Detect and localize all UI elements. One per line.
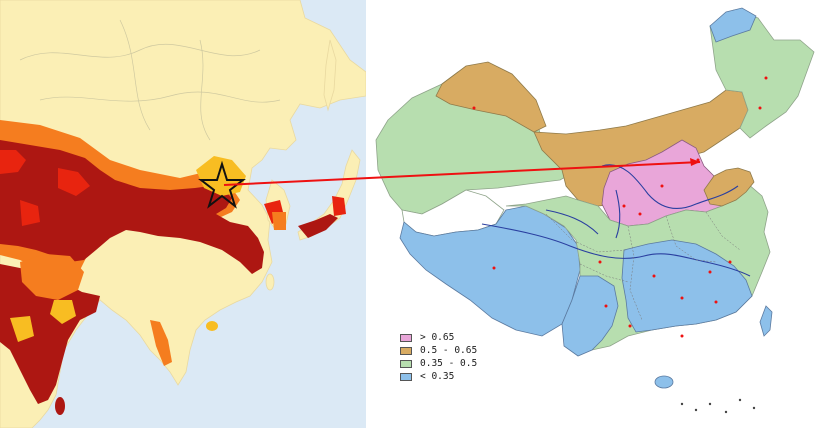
legend-item: > 0.65	[400, 331, 520, 344]
legend-swatch-orange	[400, 346, 412, 355]
legend-item: 0.5 - 0.65	[400, 344, 520, 357]
legend-label: > 0.65	[420, 332, 455, 343]
region-blue-southwest	[561, 275, 619, 357]
region-japan-dark-red	[298, 214, 338, 238]
hainan-island	[654, 375, 674, 389]
legend-swatch-pink	[400, 333, 412, 342]
region-korea-orange	[272, 212, 286, 230]
taiwan-island	[759, 305, 773, 337]
legend-label: 0.35 - 0.5	[420, 358, 478, 369]
region-blue-south	[621, 239, 753, 333]
region-india-amber-1	[50, 300, 76, 324]
sri-lanka	[55, 397, 65, 415]
taiwan-island	[265, 273, 275, 291]
region-japan-red	[332, 196, 346, 216]
province-borders	[545, 211, 741, 321]
map-legend: > 0.65 0.5 - 0.65 0.35 - 0.5 < 0.35	[400, 331, 520, 383]
legend-label: < 0.35	[420, 371, 455, 382]
distribution-regions	[0, 120, 346, 404]
legend-item: 0.35 - 0.5	[400, 357, 520, 370]
region-blue-northeast	[709, 7, 757, 43]
asia-map-svg	[0, 0, 366, 428]
hainan-island	[206, 321, 218, 331]
legend-swatch-blue	[400, 372, 412, 381]
region-red-spots	[0, 150, 90, 226]
region-india-orange	[20, 254, 84, 300]
asia-distribution-map	[0, 0, 366, 428]
region-india	[0, 264, 100, 404]
legend-item: < 0.35	[400, 370, 520, 383]
rivers	[19, 19, 281, 141]
south-sea-islands	[680, 398, 756, 414]
legend-label: 0.5 - 0.65	[420, 345, 478, 356]
china-regional-map: > 0.65 0.5 - 0.65 0.35 - 0.5 < 0.35	[366, 0, 832, 428]
region-india-amber-2	[10, 316, 34, 342]
legend-swatch-green	[400, 359, 412, 368]
region-bay-orange	[150, 320, 172, 366]
region-orange-north	[435, 61, 547, 133]
region-green-northeast	[709, 9, 815, 139]
sakhalin-island	[323, 39, 337, 112]
